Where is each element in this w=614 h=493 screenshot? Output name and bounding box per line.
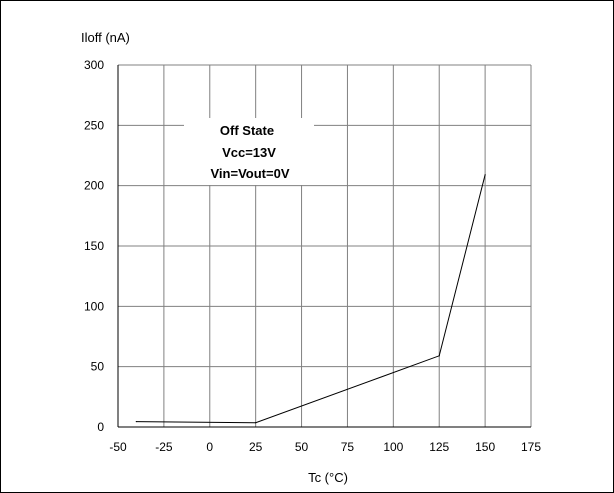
annotation-line-1: Off State: [220, 123, 274, 138]
y-tick-label: 300: [84, 58, 104, 72]
x-tick-label: -25: [155, 440, 173, 454]
x-tick-label: 125: [429, 440, 449, 454]
axes-layer: [117, 65, 531, 428]
x-tick-label: 75: [341, 440, 355, 454]
x-tick-label: -50: [109, 440, 127, 454]
grid-layer: [117, 64, 532, 428]
x-tick-label: 50: [295, 440, 309, 454]
x-axis-title: Tc (°C): [308, 470, 348, 485]
y-tick-label: 200: [84, 179, 104, 193]
annotation-line-2: Vcc=13V: [222, 145, 276, 160]
annotation-line-3: Vin=Vout=0V: [211, 166, 290, 181]
series-line: [136, 174, 486, 424]
series-layer: [135, 174, 486, 424]
y-tick-label: 150: [84, 239, 104, 253]
annotation-background: [184, 118, 314, 185]
y-axis-title: Iloff (nA): [81, 30, 130, 45]
y-tick-label: 0: [97, 420, 104, 434]
annotation-layer: Off State Vcc=13V Vin=Vout=0V: [184, 118, 314, 185]
data-point: [255, 422, 257, 424]
data-point: [135, 420, 137, 423]
data-point: [438, 355, 440, 357]
x-tick-label: 175: [521, 440, 541, 454]
data-point: [484, 174, 486, 176]
x-tick-label: 100: [383, 440, 403, 454]
y-tick-label: 250: [84, 118, 104, 132]
y-tick-label: 100: [84, 299, 104, 313]
x-tick-label: 25: [249, 440, 263, 454]
y-tick-label: 50: [91, 360, 105, 374]
x-tick-label: 150: [475, 440, 495, 454]
tick-labels-layer: -50 -25 0 25 50 75 100 125 150 175 0 50 100 150 200 250…: [84, 58, 541, 454]
x-tick-label: 0: [206, 440, 213, 454]
